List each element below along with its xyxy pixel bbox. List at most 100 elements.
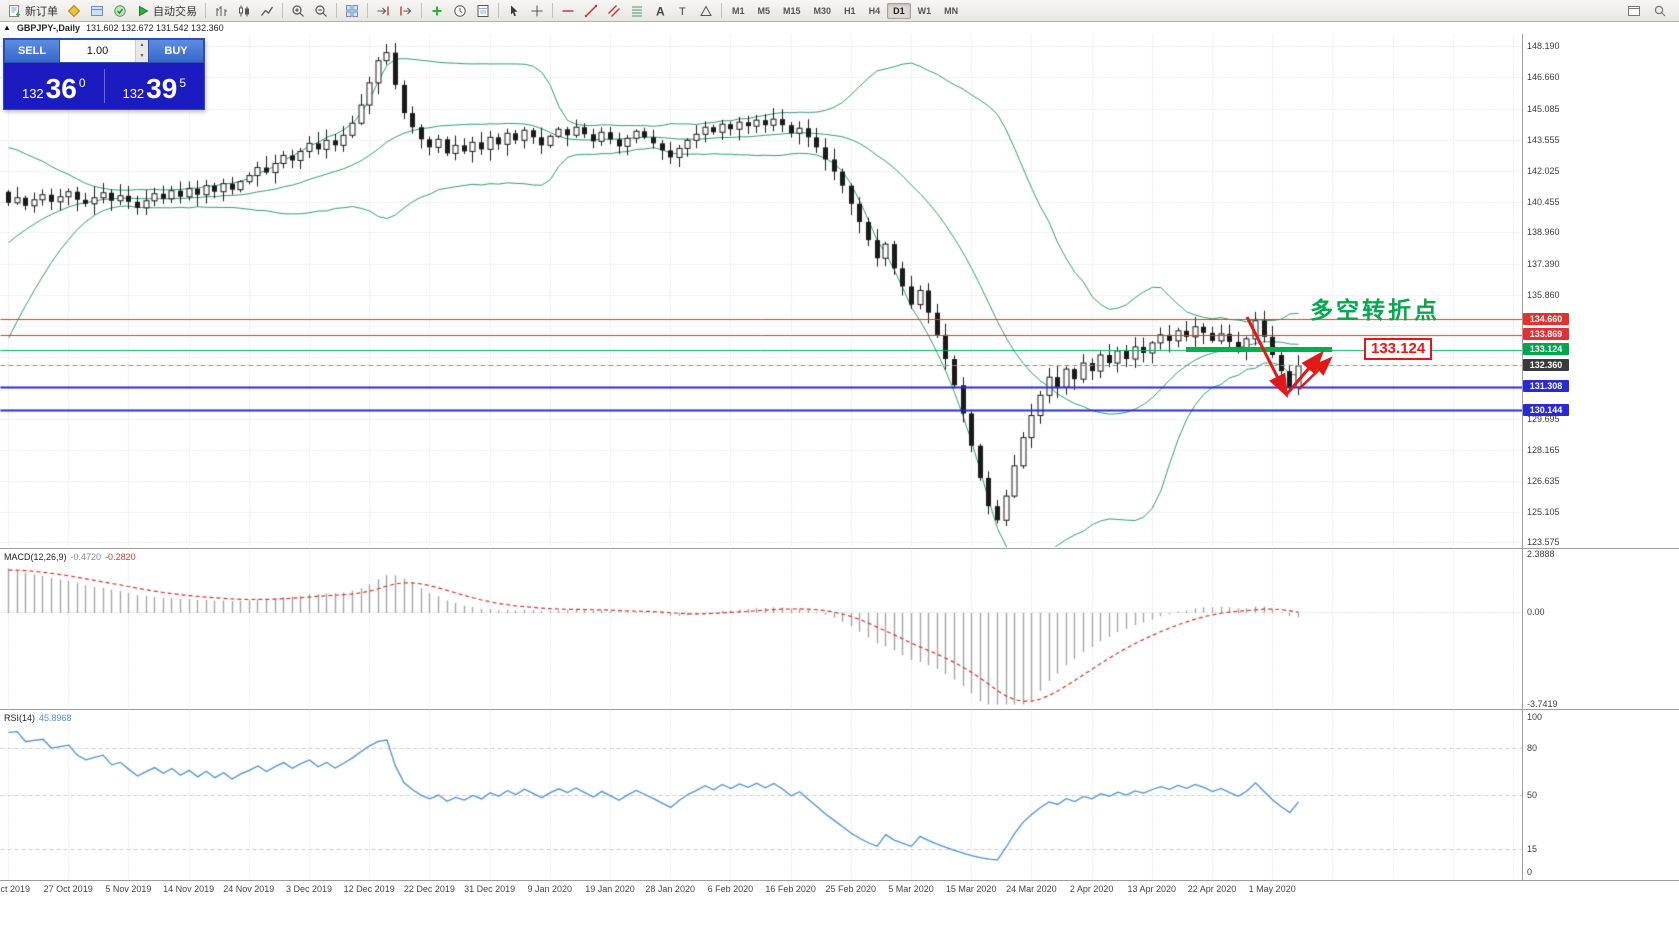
toolbar-separator [336, 3, 337, 18]
text-tool-icon: A [653, 4, 667, 18]
price-axis-label: 129.695 [1527, 414, 1560, 425]
volume-input[interactable] [60, 40, 135, 62]
toolbar-button-candlestick[interactable] [233, 2, 255, 20]
rsi-axis-label: 50 [1527, 789, 1538, 800]
price-tag: 133.869 [1523, 328, 1569, 341]
price-axis-label: 138.960 [1527, 227, 1560, 238]
rsi-canvas[interactable] [0, 711, 1522, 880]
toolbar-button-tile-windows[interactable] [341, 2, 363, 20]
toolbar-button-label-tool[interactable]: T [672, 2, 694, 20]
toolbar-button-hline-tool[interactable] [557, 2, 579, 20]
buy-button[interactable]: BUY [148, 39, 204, 63]
toolbar-button-new-order[interactable]: 新订单 [4, 2, 62, 20]
toolbar-button-profiles[interactable] [86, 2, 108, 20]
panel-separator[interactable] [0, 548, 1679, 549]
buy-price-pips: 39 [146, 73, 178, 104]
price-axis-label: 143.555 [1527, 134, 1560, 145]
toolbar-button-line-chart[interactable] [256, 2, 278, 20]
one-click-collapse-icon[interactable]: ▲ [3, 23, 11, 32]
rsi-axis-label: 80 [1527, 743, 1538, 753]
timeframe-h1[interactable]: H1 [844, 5, 856, 16]
toolbar-button-crosshair[interactable] [526, 2, 548, 20]
trendline-icon [584, 4, 598, 18]
timeframe-m15[interactable]: M15 [783, 5, 801, 16]
volume-increase-button[interactable]: ▲ [136, 40, 148, 51]
main-chart-canvas[interactable] [0, 34, 1522, 547]
toolbar-separator [205, 3, 206, 18]
indicators-icon [430, 4, 444, 18]
line-chart-icon [260, 4, 274, 18]
order-panel-header: SELL ▲ ▼ BUY [4, 39, 204, 63]
price-axis-label: 140.455 [1527, 197, 1560, 208]
volume-spinner: ▲ ▼ [135, 40, 148, 62]
toolbar-button-window[interactable] [1623, 2, 1645, 20]
time-axis-line [0, 880, 1679, 881]
timeframe-m1[interactable]: M1 [732, 5, 745, 16]
chart-ohlc-values: 131.602 132.672 131.542 132.360 [85, 23, 224, 33]
toolbar-button-trendline[interactable] [580, 2, 602, 20]
macd-signal-value: -0.2820 [105, 552, 136, 562]
panel-separator[interactable] [0, 709, 1679, 710]
toolbar-separator [552, 3, 553, 18]
buy-price-display[interactable]: 132 39 5 [105, 68, 205, 104]
hammer-icon [67, 4, 81, 18]
date-axis-label: 12 Dec 2019 [343, 884, 395, 894]
rsi-axis-label: 15 [1527, 843, 1538, 854]
toolbar-button-channel[interactable] [603, 2, 625, 20]
timeframe-d1[interactable]: D1 [887, 2, 911, 19]
volume-decrease-button[interactable]: ▼ [136, 51, 148, 62]
toolbar-button-search[interactable] [1649, 2, 1671, 20]
zoom-in-icon [291, 4, 305, 18]
channel-icon [607, 4, 621, 18]
price-tag: 130.144 [1523, 403, 1569, 416]
rsi-indicator-label: RSI(14) 45.8968 [4, 713, 72, 723]
toolbar-button-periods[interactable] [449, 2, 471, 20]
timeframe-m30[interactable]: M30 [813, 5, 832, 16]
buy-price-base: 132 [122, 86, 145, 101]
new-order-icon [8, 4, 22, 18]
toolbar-button-market[interactable] [109, 2, 131, 20]
date-axis-label: 14 Nov 2019 [163, 884, 215, 894]
toolbar-button-bar-chart[interactable] [210, 2, 232, 20]
sell-price-base: 132 [21, 86, 44, 101]
timeframe-h4[interactable]: H4 [868, 5, 881, 16]
one-click-trading-panel: SELL ▲ ▼ BUY 132 36 0 132 39 5 [3, 38, 205, 110]
timeframe-mn[interactable]: MN [944, 5, 959, 16]
toolbar-button-fibonacci[interactable] [626, 2, 648, 20]
toolbar-button-templates[interactable] [472, 2, 494, 20]
toolbar-button-hammer[interactable] [63, 2, 85, 20]
macd-canvas[interactable] [0, 550, 1522, 708]
rsi-value: 45.8968 [39, 713, 72, 723]
toolbar-button-indicators[interactable] [426, 2, 448, 20]
date-axis-label: 22 Apr 2020 [1187, 884, 1237, 894]
key-level-thick-line[interactable] [1186, 347, 1333, 353]
macd-axis-label: 2.3888 [1527, 549, 1555, 559]
periods-icon [453, 4, 467, 18]
svg-text:T: T [679, 6, 686, 18]
toolbar-button-label: 新订单 [25, 5, 58, 18]
chart-symbol-period: GBPJPY-,Daily [16, 23, 80, 33]
price-axis-label: 142.025 [1527, 165, 1560, 176]
price-tag: 133.124 [1523, 343, 1569, 356]
date-axis-label: 6 Feb 2020 [707, 884, 754, 894]
toolbar-button-auto-trading[interactable]: 自动交易 [132, 2, 201, 20]
price-axis-label: 126.635 [1527, 475, 1560, 486]
rsi-axis-label: 0 [1527, 867, 1533, 877]
price-tag: 134.660 [1523, 312, 1569, 325]
toolbar-button-zoom-in[interactable] [287, 2, 309, 20]
toolbar-button-chart-shift[interactable] [395, 2, 417, 20]
date-axis-label: 24 Mar 2020 [1006, 884, 1057, 894]
macd-name: MACD(12,26,9) [4, 552, 67, 562]
toolbar-button-zoom-out[interactable] [310, 2, 332, 20]
sell-price-display[interactable]: 132 36 0 [4, 68, 104, 104]
label-tool-icon: T [676, 4, 690, 18]
toolbar-button-text-tool[interactable]: A [649, 2, 671, 20]
timeframe-m5[interactable]: M5 [757, 5, 771, 16]
toolbar-button-auto-scroll[interactable] [372, 2, 394, 20]
timeframe-w1[interactable]: W1 [917, 5, 932, 16]
price-axis-label: 135.860 [1527, 289, 1560, 300]
toolbar-button-cursor[interactable] [503, 2, 525, 20]
toolbar-button-shapes[interactable] [695, 2, 717, 20]
templates-icon [476, 4, 490, 18]
sell-button[interactable]: SELL [4, 39, 60, 63]
